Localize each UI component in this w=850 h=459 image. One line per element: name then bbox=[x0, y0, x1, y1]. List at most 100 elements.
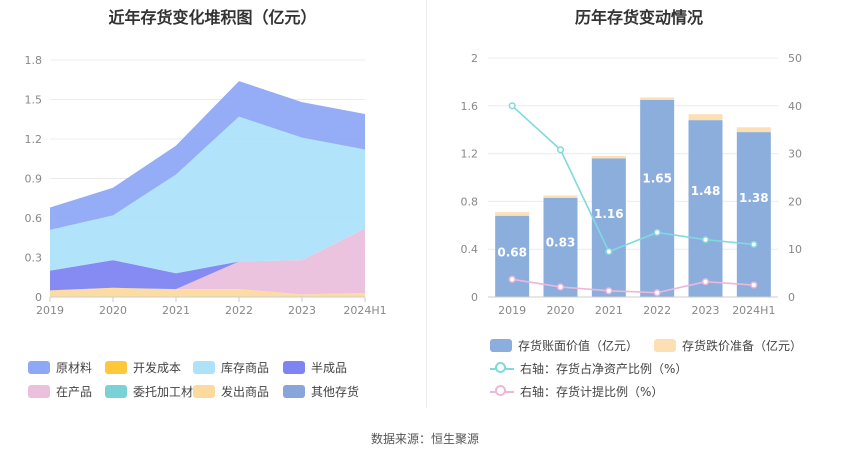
data-source-note: 数据来源：恒生聚源 bbox=[370, 432, 479, 446]
legend-item[interactable]: 库存商品 bbox=[193, 359, 269, 376]
legend-label: 其他存货 bbox=[311, 385, 360, 399]
bar-book-value bbox=[640, 99, 675, 297]
y-tick-label: 0.9 bbox=[25, 173, 43, 186]
legend-item[interactable]: 在产品 bbox=[28, 383, 92, 400]
legend-item[interactable]: 右轴：存货占净资产比例（%） bbox=[490, 360, 687, 377]
bar-book-value bbox=[688, 120, 723, 297]
line-point bbox=[701, 278, 710, 286]
legend-item[interactable]: 右轴：存货计提比例（%） bbox=[490, 383, 663, 400]
bar-impairment-reserve bbox=[591, 155, 626, 159]
y-left-tick-label: 0.8 bbox=[461, 195, 479, 208]
line-point bbox=[605, 287, 613, 295]
legend-swatch bbox=[654, 339, 676, 352]
x-tick-label: 2023 bbox=[692, 304, 720, 317]
series-line bbox=[512, 278, 754, 294]
x-tick-label: 2020 bbox=[547, 304, 575, 317]
legend-item[interactable]: 半成品 bbox=[283, 359, 347, 376]
area-库存商品 bbox=[50, 116, 365, 274]
y-left-tick-label: 0 bbox=[471, 291, 478, 304]
area-在产品 bbox=[50, 228, 365, 295]
x-tick-label: 2021 bbox=[595, 304, 623, 317]
bar-impairment-reserve bbox=[495, 212, 530, 216]
y-right-tick-label: 0 bbox=[788, 291, 795, 304]
line-point bbox=[508, 102, 516, 110]
legend-label: 在产品 bbox=[56, 385, 93, 399]
bar-impairment-reserve bbox=[640, 97, 675, 100]
bar-data-label: 1.48 bbox=[691, 184, 721, 198]
x-tick-label: 2024H1 bbox=[343, 304, 386, 317]
legend-label: 存货跌价准备（亿元） bbox=[682, 339, 803, 353]
legend-item[interactable]: 存货跌价准备（亿元） bbox=[654, 337, 802, 354]
legend-item[interactable]: 其他存货 bbox=[283, 383, 359, 400]
left-chart-title: 近年存货变化堆积图（亿元） bbox=[108, 8, 317, 27]
bar-impairment-reserve bbox=[543, 195, 578, 198]
y-left-tick-label: 2 bbox=[471, 52, 478, 65]
legend-item[interactable]: 原材料 bbox=[28, 359, 92, 376]
line-point bbox=[508, 275, 516, 283]
x-tick-label: 2020 bbox=[99, 304, 127, 317]
legend-label: 开发成本 bbox=[133, 361, 182, 375]
legend-swatch bbox=[283, 361, 305, 374]
legend-item[interactable]: 委托加工材料 bbox=[105, 383, 205, 400]
bar-book-value bbox=[543, 197, 578, 297]
legend-label: 存货账面价值（亿元） bbox=[518, 339, 639, 353]
legend-swatch bbox=[193, 385, 215, 398]
x-tick-label: 2021 bbox=[162, 304, 190, 317]
bar-data-label: 1.65 bbox=[642, 172, 672, 186]
bar-data-label: 0.83 bbox=[546, 235, 576, 249]
stacked-area-chart-panel: 近年存货变化堆积图（亿元） 0 0.3 0.6 0.9 1.2 1.5 1.8 2019 202… bbox=[0, 0, 425, 410]
legend-swatch bbox=[28, 361, 50, 374]
y-tick-label: 0.6 bbox=[25, 212, 43, 225]
legend-swatch bbox=[105, 361, 127, 374]
y-tick-label: 0.3 bbox=[25, 252, 43, 265]
bar-data-label: 0.68 bbox=[497, 245, 527, 259]
y-right-tick-label: 30 bbox=[788, 148, 802, 161]
panel-divider bbox=[426, 0, 427, 408]
y-right-tick-label: 50 bbox=[788, 52, 802, 65]
legend-item[interactable]: 发出商品 bbox=[193, 383, 269, 400]
legend-label: 半成品 bbox=[311, 361, 348, 375]
legend-swatch bbox=[490, 362, 514, 375]
area-原材料 bbox=[50, 81, 365, 230]
y-left-tick-label: 1.6 bbox=[461, 100, 479, 113]
legend-label: 委托加工材料 bbox=[133, 385, 206, 399]
y-left-tick-label: 0.4 bbox=[461, 243, 479, 256]
legend-swatch bbox=[490, 385, 514, 398]
line-point bbox=[750, 240, 758, 248]
area-半成品 bbox=[50, 228, 365, 291]
legend-label: 发出商品 bbox=[221, 385, 270, 399]
x-tick-label: 2024H1 bbox=[732, 304, 775, 317]
y-right-tick-label: 20 bbox=[788, 195, 802, 208]
legend-label: 原材料 bbox=[56, 361, 93, 375]
legend-label: 右轴：存货计提比例（%） bbox=[520, 385, 664, 399]
line-point bbox=[750, 281, 758, 289]
line-point bbox=[701, 236, 710, 244]
legend-label: 右轴：存货占净资产比例（%） bbox=[520, 362, 688, 376]
line-point bbox=[556, 146, 565, 154]
legend-swatch bbox=[283, 385, 305, 398]
y-tick-label: 1.2 bbox=[25, 133, 43, 146]
legend-swatch bbox=[105, 385, 127, 398]
legend-item[interactable]: 开发成本 bbox=[105, 359, 181, 376]
legend-item[interactable]: 存货账面价值（亿元） bbox=[490, 337, 638, 354]
x-tick-label: 2022 bbox=[643, 304, 671, 317]
y-right-tick-label: 40 bbox=[788, 100, 802, 113]
bar-impairment-reserve bbox=[688, 114, 723, 121]
x-tick-label: 2022 bbox=[225, 304, 253, 317]
x-tick-label: 2019 bbox=[36, 304, 64, 317]
line-point bbox=[653, 228, 661, 237]
legend-swatch bbox=[28, 385, 50, 398]
line-point bbox=[653, 289, 661, 297]
x-tick-label: 2023 bbox=[288, 304, 316, 317]
y-right-tick-label: 10 bbox=[788, 243, 802, 256]
y-tick-label: 1.5 bbox=[25, 94, 43, 107]
legend-label: 库存商品 bbox=[221, 361, 270, 375]
series-line bbox=[511, 105, 754, 253]
area-发出商品 bbox=[50, 287, 365, 297]
right-chart-title: 历年存货变动情况 bbox=[574, 8, 703, 27]
bar-impairment-reserve bbox=[736, 127, 771, 133]
line-point bbox=[556, 283, 565, 291]
inventory-bar-chart-panel: 历年存货变动情况 0 0.4 0.8 1.2 1.6 2 0 10 20 30 40 50 2019 20… bbox=[428, 0, 850, 410]
bar-data-label: 1.16 bbox=[594, 207, 624, 221]
